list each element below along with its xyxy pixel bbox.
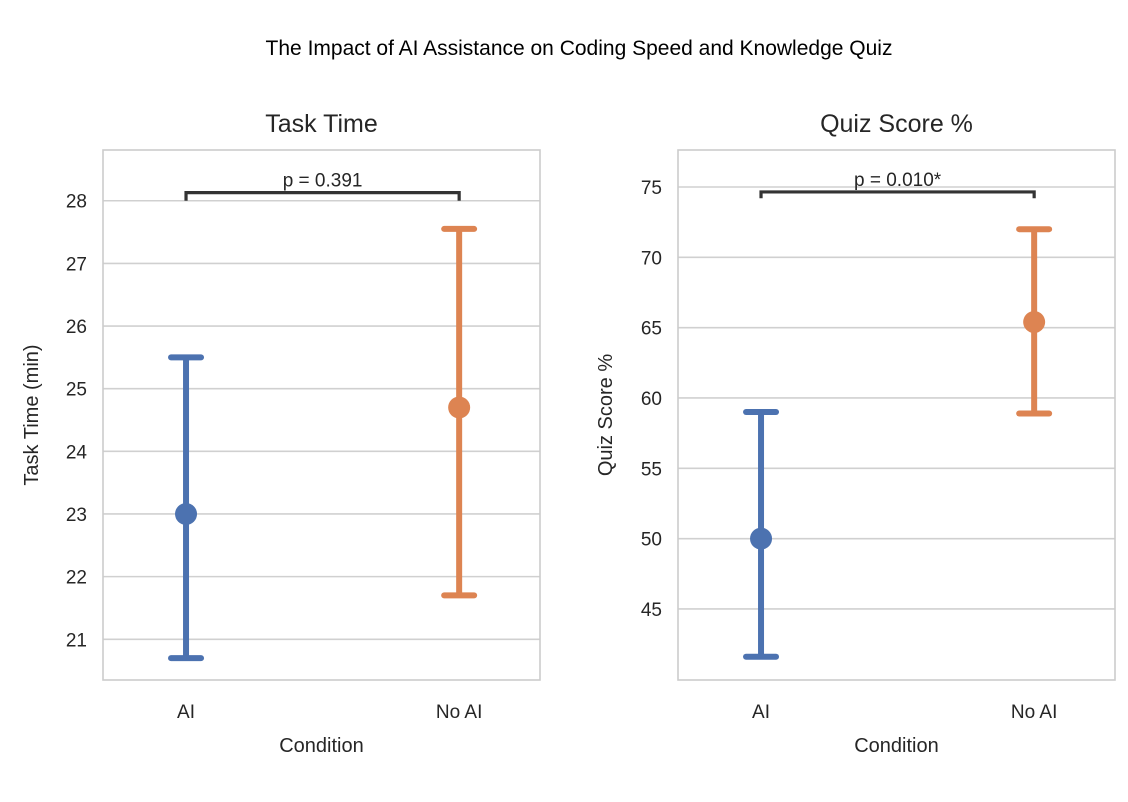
- task-time-chart: 21 22 23 24 25 26 27 28 AI No AI Condition Task Tim…: [21, 110, 541, 757]
- quiz-score-p-value-label: p = 0.010*: [854, 170, 942, 191]
- quiz-score-ytick-label: 75: [641, 178, 662, 199]
- task-time-p-value-label: p = 0.391: [283, 171, 363, 192]
- task-time-title: Task Time: [265, 110, 378, 138]
- task-time-ytick-label: 21: [66, 630, 87, 651]
- quiz-score-xtick-label: No AI: [1011, 702, 1057, 723]
- quiz-score-axes-frame: [677, 149, 1116, 681]
- quiz-score-xtick-label: AI: [752, 702, 770, 723]
- task-time-ytick-label: 27: [66, 254, 87, 275]
- quiz-score-significance-bracket: [759, 190, 1036, 199]
- figure-suptitle: The Impact of AI Assistance on Coding Sp…: [266, 37, 893, 60]
- quiz-score-ylabel: Quiz Score %: [595, 354, 617, 476]
- task-time-ytick-label: 25: [66, 380, 87, 401]
- quiz-score-title: Quiz Score %: [820, 110, 973, 138]
- quiz-score-ytick-label: 50: [641, 530, 662, 551]
- task-time-mean-point-ai: [175, 502, 198, 525]
- quiz-score-xlabel: Condition: [854, 735, 939, 757]
- task-time-ytick-label: 28: [66, 192, 87, 213]
- task-time-xtick-label: AI: [177, 702, 195, 723]
- task-time-axes-frame: [102, 149, 541, 681]
- quiz-score-ytick-label: 55: [641, 459, 662, 480]
- quiz-score-mean-point-ai: [750, 527, 773, 550]
- task-time-ytick-label: 26: [66, 317, 87, 338]
- quiz-score-mean-point-no-ai: [1023, 311, 1046, 334]
- task-time-xtick-label: No AI: [436, 702, 482, 723]
- task-time-ytick-label: 22: [66, 568, 87, 589]
- task-time-significance-bracket: [184, 191, 461, 201]
- task-time-ylabel: Task Time (min): [21, 344, 43, 485]
- task-time-ytick-label: 23: [66, 505, 87, 526]
- quiz-score-ytick-label: 45: [641, 600, 662, 621]
- task-time-ytick-label: 24: [66, 442, 88, 463]
- quiz-score-ytick-label: 65: [641, 319, 662, 340]
- task-time-xlabel: Condition: [279, 735, 364, 757]
- quiz-score-chart: 45 50 55 60 65 70 75 AI No AI Condition Quiz Score…: [595, 110, 1116, 757]
- quiz-score-ytick-label: 60: [641, 389, 662, 410]
- quiz-score-ytick-label: 70: [641, 248, 662, 269]
- task-time-mean-point-no-ai: [448, 396, 471, 419]
